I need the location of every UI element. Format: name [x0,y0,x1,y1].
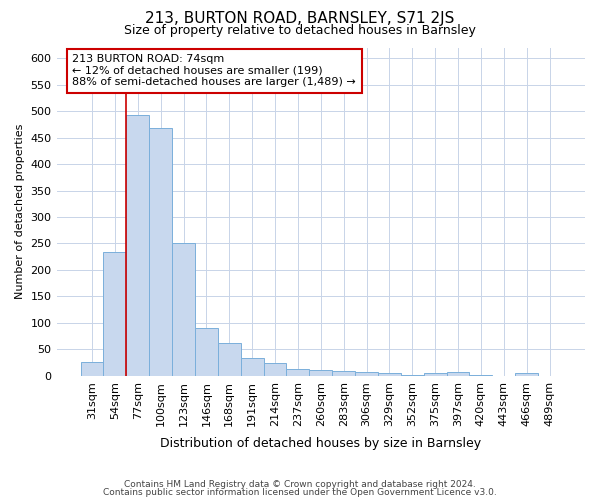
Bar [80,362,103,376]
Bar [310,370,332,376]
Bar [401,375,424,376]
X-axis label: Distribution of detached houses by size in Barnsley: Distribution of detached houses by size … [160,437,481,450]
Bar [149,128,172,376]
Bar [103,252,127,376]
Text: Contains HM Land Registry data © Crown copyright and database right 2024.: Contains HM Land Registry data © Crown c… [124,480,476,489]
Bar [469,375,493,376]
Bar [424,374,446,376]
Bar [286,369,310,376]
Bar [263,363,286,376]
Bar [218,342,241,376]
Text: Contains public sector information licensed under the Open Government Licence v3: Contains public sector information licen… [103,488,497,497]
Text: Size of property relative to detached houses in Barnsley: Size of property relative to detached ho… [124,24,476,37]
Bar [355,372,378,376]
Bar [172,244,195,376]
Bar [127,116,149,376]
Bar [241,358,263,376]
Y-axis label: Number of detached properties: Number of detached properties [15,124,25,300]
Bar [515,374,538,376]
Bar [332,370,355,376]
Bar [378,374,401,376]
Bar [446,372,469,376]
Bar [195,328,218,376]
Text: 213, BURTON ROAD, BARNSLEY, S71 2JS: 213, BURTON ROAD, BARNSLEY, S71 2JS [145,11,455,26]
Text: 213 BURTON ROAD: 74sqm
← 12% of detached houses are smaller (199)
88% of semi-de: 213 BURTON ROAD: 74sqm ← 12% of detached… [73,54,356,88]
